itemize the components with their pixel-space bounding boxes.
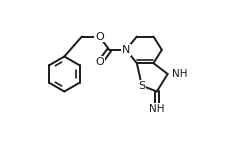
Text: NH: NH xyxy=(149,104,164,114)
Text: O: O xyxy=(95,32,104,41)
Text: N: N xyxy=(122,45,130,55)
Text: S: S xyxy=(138,81,145,91)
Text: NH: NH xyxy=(172,69,187,79)
Text: O: O xyxy=(96,57,105,67)
